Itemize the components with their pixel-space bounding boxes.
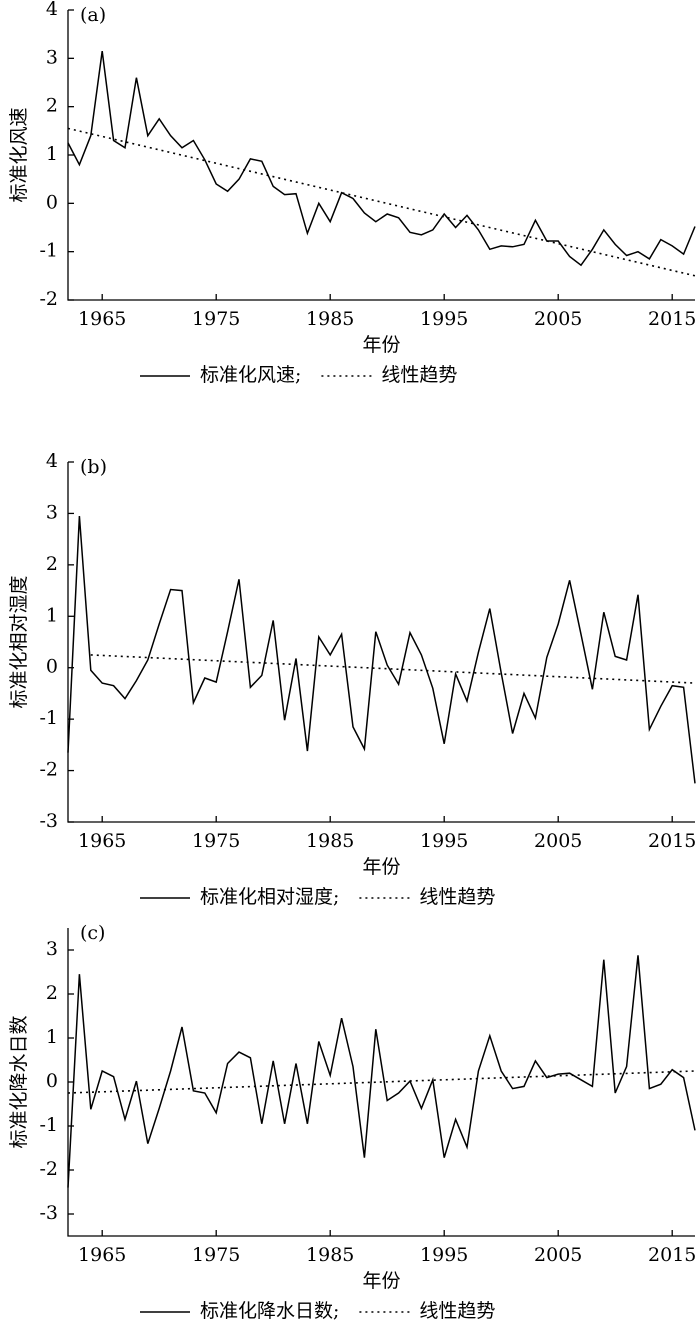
x-tick-label: 2015: [648, 308, 696, 330]
x-tick-label: 1975: [192, 1244, 240, 1266]
y-axis-label: 标准化相对湿度: [8, 575, 30, 708]
x-tick-label: 1965: [78, 830, 126, 852]
x-tick-label: 1975: [192, 308, 240, 330]
legend-label: 线性趋势: [419, 886, 495, 908]
x-tick-label: 2005: [534, 1244, 582, 1266]
y-tick-label: 3: [46, 938, 58, 960]
data-line: [67, 955, 696, 1188]
panel-label: (c): [80, 922, 105, 944]
y-tick-label: 3: [46, 46, 58, 68]
y-tick-label: -3: [39, 1202, 58, 1224]
x-tick-label: 1985: [306, 830, 354, 852]
x-tick-label: 2005: [534, 308, 582, 330]
legend-label: 标准化相对湿度;: [200, 886, 339, 908]
axis-frame: [67, 10, 695, 301]
y-tick-label: 2: [46, 95, 58, 117]
y-tick-label: 1: [46, 604, 58, 626]
axis-frame: [67, 462, 695, 823]
y-tick-label: 2: [46, 982, 58, 1004]
x-tick-label: 1995: [420, 830, 468, 852]
x-tick-label: 2015: [648, 830, 696, 852]
y-tick-label: 2: [46, 553, 58, 575]
x-tick-label: 1995: [420, 1244, 468, 1266]
y-axis-label: 标准化风速: [8, 107, 30, 202]
trend-line: [67, 127, 696, 277]
x-tick-label: 1965: [78, 1244, 126, 1266]
y-tick-label: 4: [46, 0, 58, 20]
x-tick-label: 1975: [192, 830, 240, 852]
x-tick-label: 1965: [78, 308, 126, 330]
x-tick-label: 1995: [420, 308, 468, 330]
y-tick-label: 0: [46, 656, 58, 678]
y-tick-label: -1: [39, 707, 58, 729]
y-tick-label: -1: [39, 1114, 58, 1136]
y-axis-label: 标准化降水日数: [8, 1015, 30, 1148]
axis-frame: [67, 928, 695, 1237]
data-line: [67, 515, 696, 784]
trend-line: [67, 1070, 696, 1094]
x-tick-label: 1985: [306, 1244, 354, 1266]
y-tick-label: 0: [46, 1070, 58, 1092]
x-tick-label: 2015: [648, 1244, 696, 1266]
panel-label: (b): [80, 456, 107, 478]
y-tick-label: -2: [39, 759, 58, 781]
legend-label: 标准化降水日数;: [200, 1300, 339, 1322]
legend-label: 标准化风速;: [200, 364, 301, 386]
trend-line: [90, 654, 696, 684]
y-tick-label: 4: [46, 450, 58, 472]
y-tick-label: 1: [46, 1026, 58, 1048]
y-tick-label: -3: [39, 810, 58, 832]
y-tick-label: 3: [46, 501, 58, 523]
data-line: [67, 50, 696, 267]
legend-label: 线性趋势: [381, 364, 457, 386]
y-tick-label: 1: [46, 143, 58, 165]
y-tick-label: -2: [39, 288, 58, 310]
y-tick-label: 0: [46, 191, 58, 213]
x-axis-label: 年份: [362, 334, 400, 356]
x-axis-label: 年份: [362, 1270, 400, 1292]
y-tick-label: -1: [39, 240, 58, 262]
panel-label: (a): [80, 4, 106, 26]
x-tick-label: 2005: [534, 830, 582, 852]
x-tick-label: 1985: [306, 308, 354, 330]
legend-label: 线性趋势: [419, 1300, 495, 1322]
x-axis-label: 年份: [362, 856, 400, 878]
y-tick-label: -2: [39, 1158, 58, 1180]
